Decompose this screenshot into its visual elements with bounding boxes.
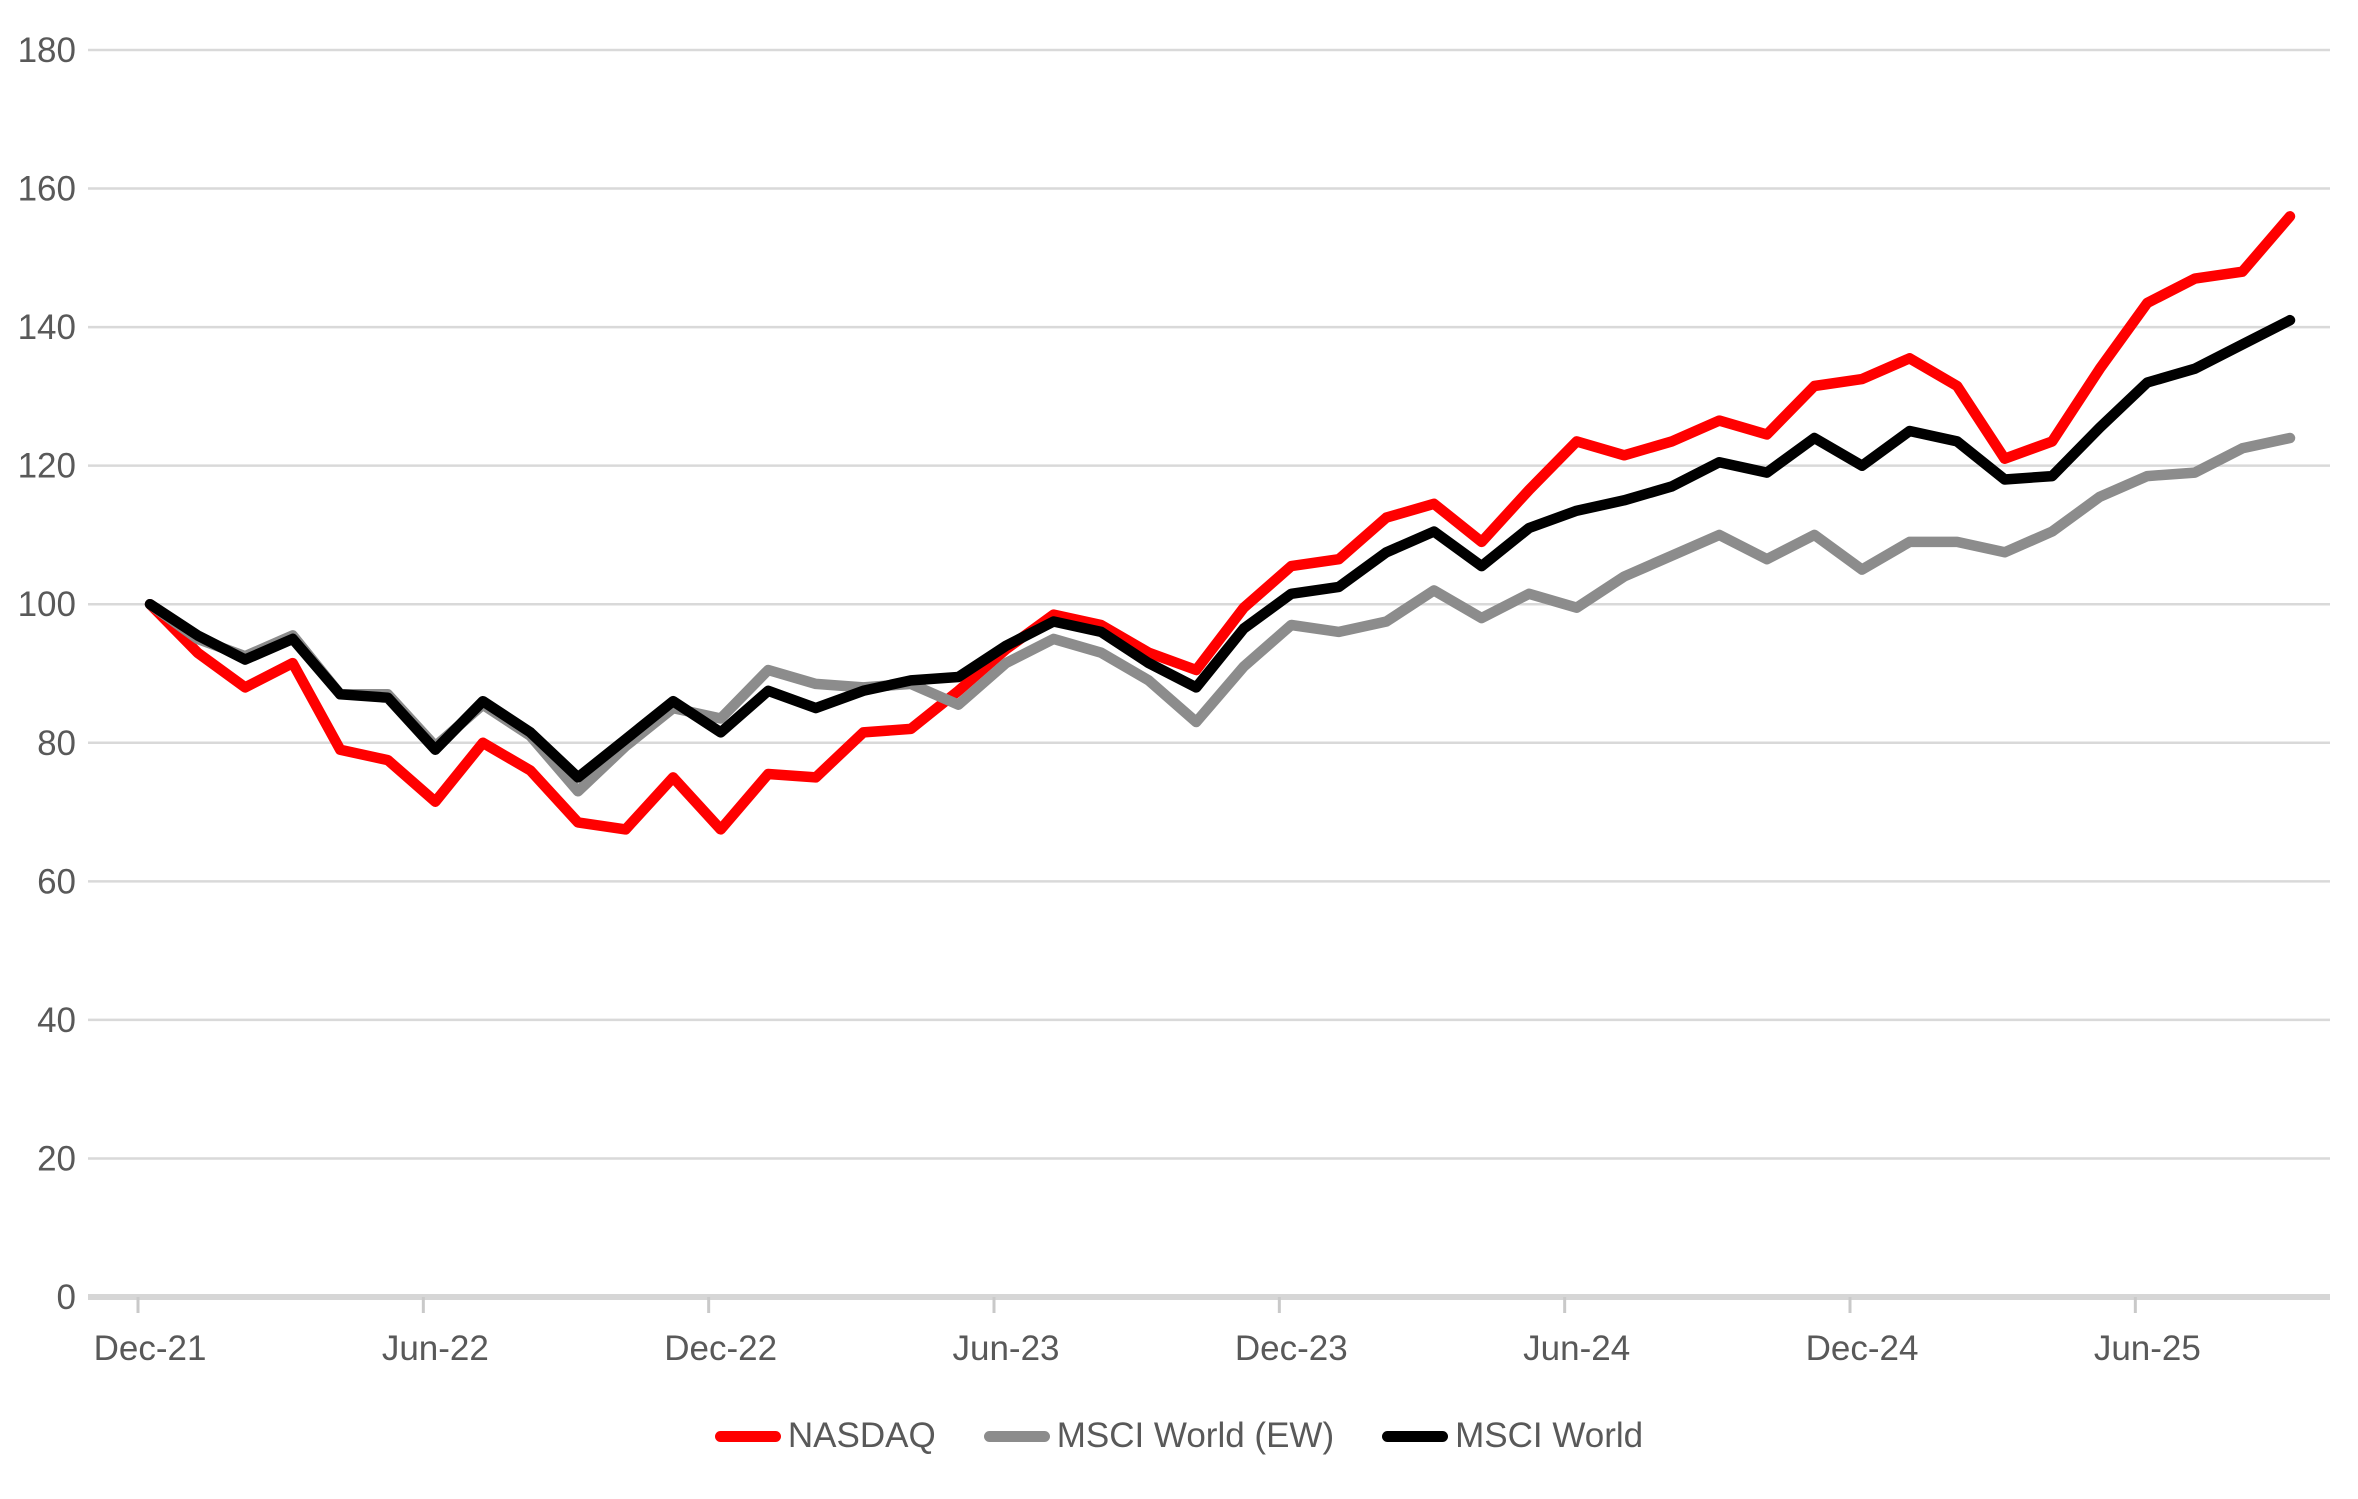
gridlines xyxy=(88,48,2330,1160)
series-line-msci-world xyxy=(144,314,2296,783)
legend-line-swatch-icon xyxy=(714,1430,781,1442)
y-axis-tick-label: 140 xyxy=(18,308,76,347)
x-axis-labels: Dec-21 Jun-22 Dec-22 Jun-23 Dec-23 Jun-24 Dec-… xyxy=(94,1329,2201,1368)
series-line-msci-world-ew xyxy=(144,432,2296,797)
series-line-nasdaq xyxy=(144,211,2296,835)
x-axis-ticks xyxy=(136,1297,2137,1313)
y-axis-tick-label: 0 xyxy=(57,1278,76,1317)
x-axis-tick-label: Jun-25 xyxy=(2094,1329,2201,1368)
legend-label: MSCI World (EW) xyxy=(1056,1416,1335,1455)
legend-line-swatch-icon xyxy=(983,1430,1050,1442)
x-axis-tick-label: Dec-24 xyxy=(1806,1329,1919,1368)
x-axis-tick-label: Dec-21 xyxy=(94,1329,207,1368)
x-axis-tick-label: Dec-22 xyxy=(664,1329,777,1368)
x-axis-tick-label: Dec-23 xyxy=(1235,1329,1348,1368)
x-axis-tick-label: Jun-23 xyxy=(952,1329,1059,1368)
legend-line-swatch-icon xyxy=(1382,1430,1449,1442)
legend-label: MSCI World xyxy=(1455,1416,1644,1455)
x-axis-tick-label: Jun-24 xyxy=(1523,1329,1630,1368)
y-axis-labels: 0 20 40 60 80 100 120 140 160 180 xyxy=(18,31,76,1317)
y-axis-tick-label: 20 xyxy=(37,1139,76,1178)
y-axis-tick-label: 40 xyxy=(37,1001,76,1040)
legend-label: NASDAQ xyxy=(787,1416,936,1455)
legend-item-msci-world-ew: MSCI World (EW) xyxy=(983,1416,1335,1456)
legend-item-nasdaq: NASDAQ xyxy=(714,1416,936,1456)
y-axis-tick-label: 180 xyxy=(18,31,76,70)
chart-legend: NASDAQ MSCI World (EW) MSCI World xyxy=(0,1408,2358,1464)
x-axis-tick-label: Jun-22 xyxy=(382,1329,489,1368)
y-axis-tick-label: 120 xyxy=(18,447,76,486)
y-axis-tick-label: 60 xyxy=(37,862,76,901)
legend-item-msci-world: MSCI World xyxy=(1382,1416,1643,1456)
y-axis-tick-label: 160 xyxy=(18,170,76,209)
y-axis-tick-label: 100 xyxy=(18,585,76,624)
y-axis-tick-label: 80 xyxy=(37,724,76,763)
